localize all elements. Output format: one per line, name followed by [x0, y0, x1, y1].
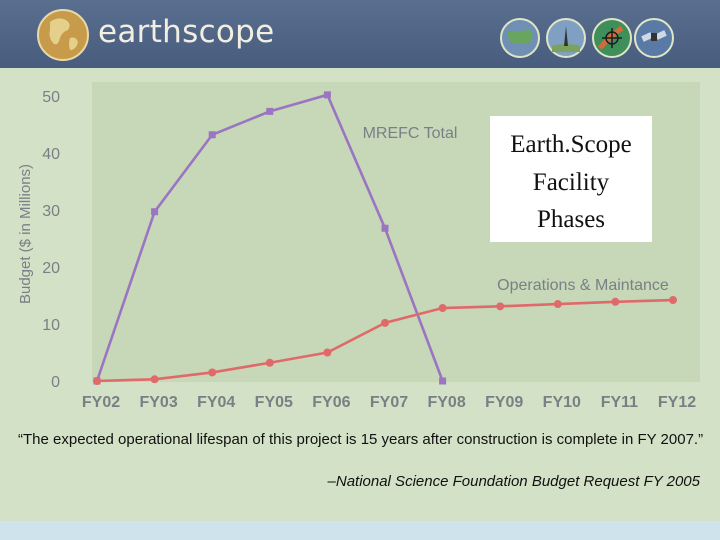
data-point-operations — [208, 368, 217, 377]
data-point-mrefc — [151, 208, 159, 216]
footer-bar — [0, 521, 720, 540]
data-point-mrefc — [208, 131, 216, 139]
header-bar: earthscope — [0, 0, 720, 68]
satellite-dish-icon — [592, 18, 632, 58]
x-tick-label: FY06 — [312, 394, 350, 411]
x-tick-label: FY07 — [370, 394, 408, 411]
y-tick-label: 0 — [51, 374, 60, 391]
y-tick-label: 40 — [42, 146, 60, 163]
brand-name: earthscope — [98, 14, 275, 50]
series-label-operations: Operations & Maintance — [497, 277, 669, 294]
y-tick-label: 10 — [42, 317, 60, 334]
usa-map-icon — [500, 18, 540, 58]
x-tick-label: FY10 — [543, 394, 581, 411]
data-point-operations — [496, 302, 505, 311]
data-point-operations — [611, 297, 620, 306]
data-point-operations — [150, 375, 159, 384]
data-point-operations — [265, 358, 274, 367]
data-point-operations — [381, 318, 389, 327]
data-point-mrefc — [266, 107, 274, 115]
x-tick-label: FY03 — [139, 394, 177, 411]
data-point-operations — [93, 377, 101, 385]
quote-text: “The expected operational lifespan of th… — [18, 431, 704, 448]
drill-rig-icon — [546, 18, 586, 58]
quote-citation: –National Science Foundation Budget Requ… — [327, 473, 700, 490]
data-point-operations — [669, 296, 677, 305]
data-point-operations — [438, 304, 447, 313]
series-label-mrefc: MREFC Total — [363, 125, 458, 142]
data-point-mrefc — [439, 377, 447, 385]
data-point-operations — [553, 300, 562, 309]
y-axis-label: Budget ($ in Millions) — [17, 164, 34, 304]
x-tick-label: FY08 — [427, 394, 465, 411]
globe-logo-icon — [37, 9, 89, 61]
x-tick-label: FY12 — [658, 394, 696, 411]
data-point-mrefc — [381, 224, 389, 232]
satellite-icon — [634, 18, 674, 58]
x-tick-label: FY09 — [485, 394, 523, 411]
annotation-line-1: Earth.Scope — [510, 131, 631, 158]
annotation-line-3: Phases — [537, 206, 605, 233]
annotation-box — [490, 116, 652, 242]
y-tick-label: 30 — [42, 203, 60, 220]
x-tick-label: FY05 — [255, 394, 293, 411]
x-tick-label: FY02 — [82, 394, 120, 411]
y-tick-label: 20 — [42, 260, 60, 277]
x-tick-label: FY04 — [197, 394, 235, 411]
budget-chart: 0 10 20 30 40 50 FY02 FY03 FY04 FY05 FY06 FY07 FY08… — [17, 82, 700, 411]
data-point-mrefc — [323, 91, 331, 99]
y-tick-label: 50 — [42, 89, 60, 106]
annotation-line-2: Facility — [533, 169, 610, 196]
data-point-operations — [323, 348, 332, 357]
x-tick-label: FY11 — [601, 394, 638, 411]
